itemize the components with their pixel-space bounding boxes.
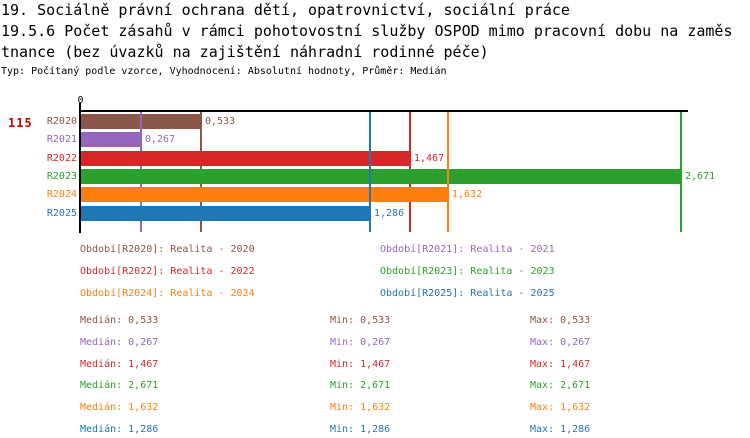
- report-title-line3: tnance (bez úvazků na zajištění náhradní…: [1, 43, 489, 61]
- stat-min-R2022: Min: 1,467: [330, 359, 391, 370]
- value-marker-line-R2023: [680, 112, 682, 232]
- value-marker-line-R2025: [369, 112, 371, 232]
- stat-max-R2022: Max: 1,467: [530, 359, 591, 370]
- bar-category-label-R2023: R2023: [46, 171, 77, 182]
- stat-max-R2021: Max: 0,267: [530, 337, 591, 348]
- bar-category-label-R2020: R2020: [46, 116, 77, 127]
- stat-median-R2022: Medián: 1,467: [80, 359, 159, 370]
- bar-value-label-R2024: 1,632: [452, 189, 483, 200]
- y-axis-line: [79, 110, 81, 233]
- bar-category-label-R2024: R2024: [46, 189, 77, 200]
- stat-min-R2023: Min: 2,671: [330, 380, 391, 391]
- bar-value-label-R2022: 1,467: [414, 153, 445, 164]
- legend-item-R2024: Období[R2024]: Realita - 2024: [80, 288, 255, 299]
- legend-item-R2023: Období[R2023]: Realita - 2023: [380, 266, 555, 277]
- bar-R2024: [81, 187, 447, 202]
- x-axis-zero-label: 0: [77, 95, 84, 106]
- value-marker-line-R2024: [447, 112, 449, 232]
- stat-min-R2021: Min: 0,267: [330, 337, 391, 348]
- stat-min-R2025: Min: 1,286: [330, 424, 391, 435]
- stat-median-R2021: Medián: 0,267: [80, 337, 159, 348]
- bar-value-label-R2020: 0,533: [205, 116, 236, 127]
- legend-item-R2022: Období[R2022]: Realita - 2022: [80, 266, 255, 277]
- stat-max-R2023: Max: 2,671: [530, 380, 591, 391]
- bar-category-label-R2021: R2021: [46, 134, 77, 145]
- stat-max-R2024: Max: 1,632: [530, 402, 591, 413]
- report-title-line2: 19.5.6 Počet zásahů v rámci pohotovostní…: [1, 22, 733, 40]
- stat-median-R2023: Medián: 2,671: [80, 380, 159, 391]
- stat-max-R2020: Max: 0,533: [530, 315, 591, 326]
- stat-median-R2025: Medián: 1,286: [80, 424, 159, 435]
- bar-R2021: [81, 132, 140, 147]
- stat-median-R2020: Medián: 0,533: [80, 315, 159, 326]
- stat-median-R2024: Medián: 1,632: [80, 402, 159, 413]
- bar-R2022: [81, 151, 410, 166]
- stat-min-R2020: Min: 0,533: [330, 315, 391, 326]
- bar-value-label-R2021: 0,267: [145, 134, 176, 145]
- bar-value-label-R2023: 2,671: [685, 171, 716, 182]
- x-axis-line: [80, 110, 688, 112]
- bar-category-label-R2022: R2022: [46, 153, 77, 164]
- legend-item-R2025: Období[R2025]: Realita - 2025: [380, 288, 555, 299]
- stat-max-R2025: Max: 1,286: [530, 424, 591, 435]
- row-index-label: 115: [8, 116, 33, 130]
- bar-value-label-R2025: 1,286: [374, 208, 405, 219]
- report-title-line1: 19. Sociálně právní ochrana dětí, opatro…: [1, 1, 570, 19]
- bar-category-label-R2025: R2025: [46, 208, 77, 219]
- legend-item-R2020: Období[R2020]: Realita - 2020: [80, 244, 255, 255]
- legend-item-R2021: Období[R2021]: Realita - 2021: [380, 244, 555, 255]
- report-meta-line: Typ: Počítaný podle vzorce, Vyhodnocení:…: [1, 66, 447, 77]
- x-axis-zero-tick: [79, 103, 81, 111]
- stat-min-R2024: Min: 1,632: [330, 402, 391, 413]
- bar-R2023: [81, 169, 680, 184]
- bar-R2025: [81, 206, 369, 221]
